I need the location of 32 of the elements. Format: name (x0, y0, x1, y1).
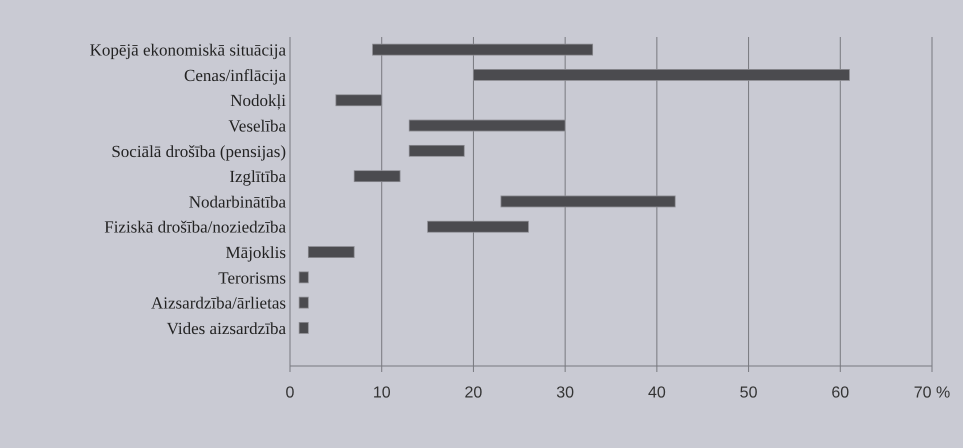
y-tick-label: Nodarbinātība (188, 192, 286, 212)
bar (408, 144, 465, 157)
bar (335, 94, 382, 106)
y-tick-label: Mājoklis (226, 243, 286, 262)
bar (408, 120, 566, 132)
y-tick-label: Terorisms (218, 268, 286, 288)
x-tick-label: 60 (831, 384, 850, 402)
x-tick-label: 30 (556, 384, 574, 402)
bar (473, 69, 850, 81)
bar (298, 296, 309, 309)
y-tick-label: Veselība (228, 116, 286, 136)
y-tick-label: Fiziskā drošība/noziedzība (104, 218, 286, 237)
bar (500, 196, 676, 208)
x-tick-label: 20 (464, 384, 482, 402)
y-tick-label: Nodokļi (230, 91, 286, 110)
y-tick-label: Sociālā drošība (pensijas) (111, 142, 286, 161)
y-tick-label: Vides aizsardzība (166, 318, 286, 338)
x-tick-label: 10 (372, 384, 391, 402)
bar (298, 271, 309, 284)
y-tick-label: Cenas/inflācija (184, 66, 286, 85)
bar (298, 322, 309, 334)
bar (354, 170, 400, 182)
y-tick-label: Kopējā ekonomiskā situācija (90, 40, 286, 60)
bar (308, 246, 355, 258)
y-tick-label: Izglītība (229, 167, 286, 186)
x-tick-label: 0 (286, 384, 295, 402)
bar (427, 220, 529, 233)
y-tick-label: Aizsardzība/ārlietas (151, 294, 286, 313)
x-tick-label: 40 (648, 384, 666, 402)
x-tick-label: 70 % (914, 384, 950, 402)
bar (372, 44, 594, 56)
x-tick-label: 50 (740, 384, 758, 402)
